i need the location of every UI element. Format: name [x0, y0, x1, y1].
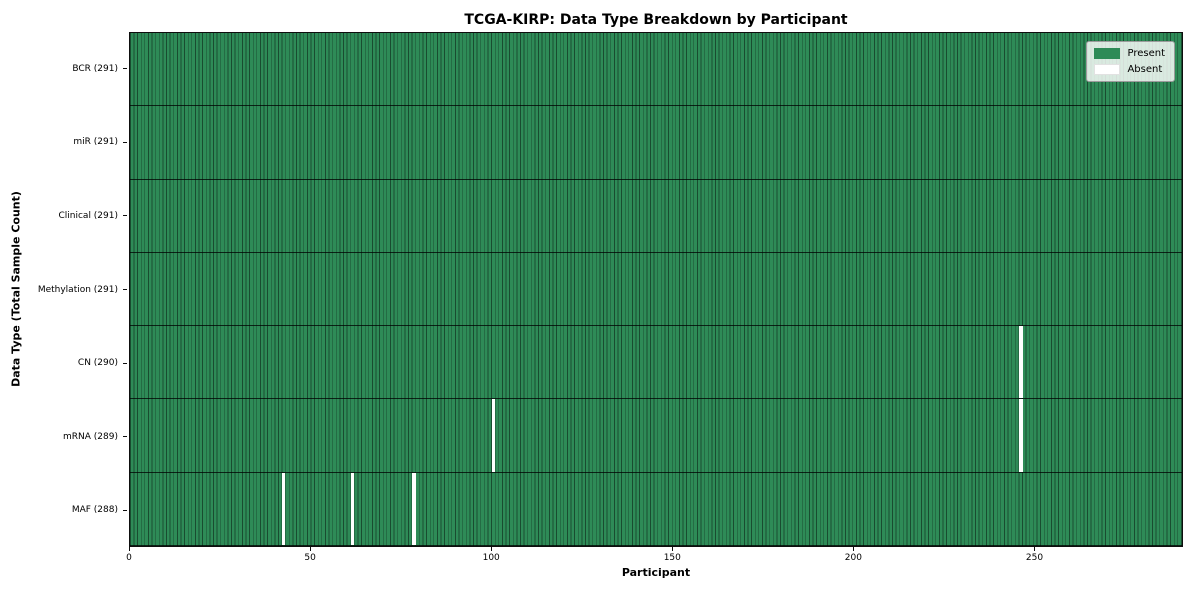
heatmap-row	[130, 399, 1182, 473]
plot-area: Present Absent	[129, 32, 1183, 547]
heatmap-row	[130, 33, 1182, 107]
absent-gap	[1019, 399, 1023, 472]
x-tick-mark	[491, 547, 493, 551]
heatmap-row	[130, 106, 1182, 180]
legend-item-absent: Absent	[1094, 64, 1165, 75]
x-tick-label: 250	[1025, 553, 1044, 563]
y-tick-mark	[123, 362, 127, 364]
y-tick-label: MAF (288)	[71, 505, 118, 516]
y-tick-mark	[123, 68, 127, 70]
x-tick-label: 50	[304, 553, 316, 563]
legend: Present Absent	[1086, 41, 1175, 82]
y-tick-mark	[123, 509, 127, 511]
x-tick-mark	[853, 547, 855, 551]
heatmap-row	[130, 472, 1182, 546]
x-tick-mark	[672, 547, 674, 551]
y-tick-label: Methylation (291)	[37, 284, 118, 295]
x-tick-label: 150	[663, 553, 681, 563]
x-tick-mark	[129, 547, 130, 551]
x-tick-label: 100	[482, 553, 500, 563]
absent-gap	[491, 399, 496, 472]
y-tick-label: Clinical (291)	[58, 210, 118, 221]
x-tick-mark	[310, 547, 312, 551]
y-tick-label: CN (290)	[77, 358, 118, 369]
y-tick-label: miR (291)	[73, 137, 118, 148]
legend-label-absent: Absent	[1127, 63, 1163, 75]
absent-gap	[411, 472, 416, 545]
absent-gap	[1019, 326, 1023, 399]
legend-label-present: Present	[1127, 47, 1165, 59]
y-tick-mark	[123, 215, 127, 217]
y-tick-mark	[123, 289, 127, 290]
x-tick-label: 200	[844, 553, 862, 563]
heatmap-row	[130, 326, 1182, 400]
absent-gap	[281, 472, 286, 545]
y-axis-ticks: BCR (291) miR (291) Clinical (291) Methylat…	[0, 32, 129, 547]
x-tick-label: 0	[126, 553, 132, 563]
absent-gap	[350, 472, 355, 545]
y-tick-mark	[123, 141, 127, 143]
y-tick-label: mRNA (289)	[63, 431, 118, 442]
x-axis-label: Participant	[621, 566, 691, 579]
absent-swatch	[1094, 64, 1121, 75]
x-axis-ticks: 0 50 100 150 200 250	[126, 546, 1183, 568]
y-tick-label: BCR (291)	[72, 63, 118, 74]
legend-item-present: Present	[1094, 48, 1165, 59]
present-swatch	[1094, 48, 1121, 59]
chart-title: TCGA-KIRP: Data Type Breakdown by Partic…	[464, 12, 848, 28]
y-tick-mark	[123, 436, 127, 438]
heatmap-row	[130, 252, 1182, 327]
x-tick-mark	[1034, 547, 1036, 551]
heatmap-row	[130, 179, 1182, 253]
